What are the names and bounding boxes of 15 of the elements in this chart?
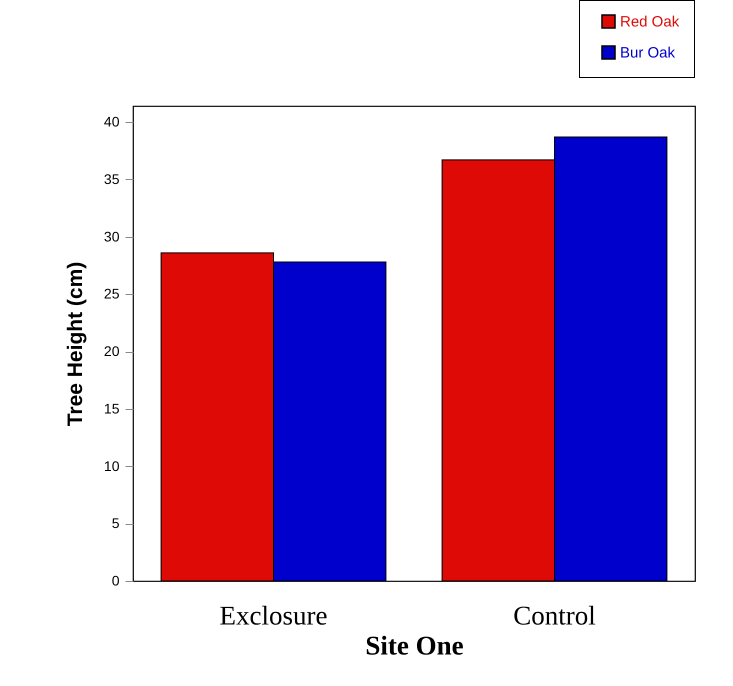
y-tick-label: 30 [104,228,120,244]
legend-label: Bur Oak [620,44,676,62]
y-tick-label: 5 [112,515,120,532]
y-tick-label: 0 [112,572,120,588]
x-tick-label: Control [513,600,596,630]
y-tick-label: 20 [104,343,120,360]
legend-label: Red Oak [620,14,680,30]
y-tick-label: 10 [104,458,120,474]
y-tick-label: 35 [104,170,120,187]
y-tick-label: 25 [104,286,120,302]
x-tick-label: Exclosure [220,600,328,630]
x-axis-title: Site One [365,630,464,660]
y-axis-title: Tree Height (cm) [64,262,87,426]
y-tick-label: 40 [104,114,120,130]
y-tick-label: 15 [104,400,120,416]
